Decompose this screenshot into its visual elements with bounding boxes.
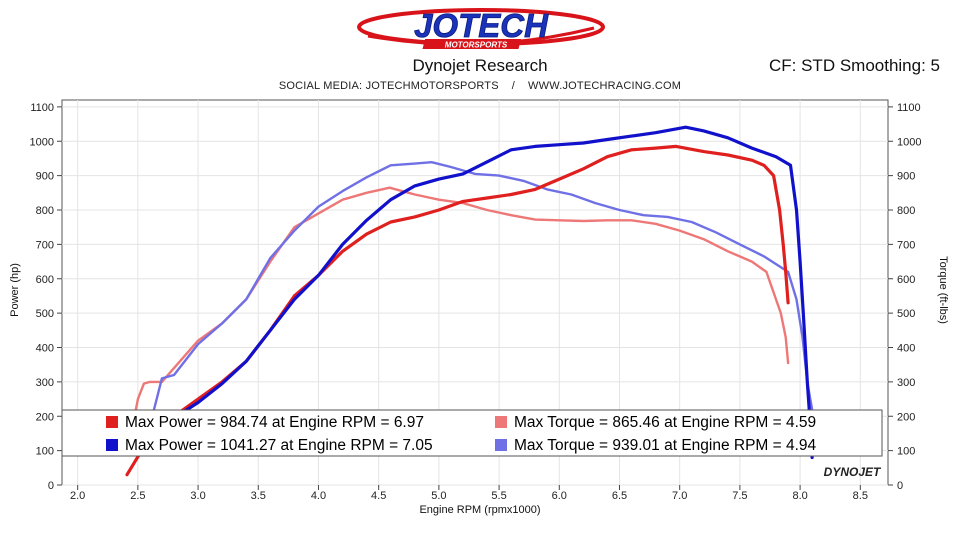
x-tick-label: 6.0: [552, 490, 567, 502]
series-line: [130, 186, 790, 432]
left-y-axis-label: Power (hp): [9, 263, 21, 317]
left-y-tick-label: 500: [36, 308, 54, 320]
left-y-tick-label: 300: [36, 377, 54, 389]
x-tick-label: 7.5: [732, 490, 747, 502]
x-tick-label: 5.0: [431, 490, 446, 502]
right-y-tick-label: 0: [897, 480, 903, 492]
legend-entry: Max Power = 984.74 at Engine RPM = 6.97: [125, 414, 424, 431]
x-tick-label: 3.5: [251, 490, 266, 502]
legend-box: Max Power = 984.74 at Engine RPM = 6.97 M…: [61, 409, 883, 457]
left-y-tick-label: 700: [36, 239, 54, 251]
x-tick-label: 5.5: [491, 490, 506, 502]
x-axis-label: Engine RPM (rpmx1000): [419, 504, 540, 516]
x-tick-label: 6.5: [612, 490, 627, 502]
right-y-tick-label: 600: [897, 274, 915, 286]
right-y-tick-label: 1000: [897, 136, 921, 148]
chart-title: Dynojet Research: [412, 56, 548, 75]
legend-frame: [61, 409, 883, 457]
x-tick-label: 7.0: [672, 490, 687, 502]
dynojet-watermark: DYNOJET: [824, 465, 882, 479]
legend-entry: Max Torque = 939.01 at Engine RPM = 4.94: [514, 437, 817, 454]
series-lines: [125, 125, 814, 477]
right-y-tick-label: 700: [897, 239, 915, 251]
x-axis-ticks: 2.0 2.5 3.0 3.5 4.0 4.5 5.0 5.5 6.0 6.5 7.0 7.5 8.0 8…: [70, 485, 868, 502]
right-y-tick-label: 800: [897, 205, 915, 217]
legend-swatch: [106, 416, 118, 428]
legend-swatch: [495, 416, 507, 428]
logo-subtext: MOTORSPORTS: [445, 41, 508, 50]
x-tick-label: 4.0: [311, 490, 326, 502]
series-line: [151, 161, 814, 418]
x-tick-label: 4.5: [371, 490, 386, 502]
x-tick-label: 8.0: [792, 490, 807, 502]
legend-entry: Max Torque = 865.46 at Engine RPM = 4.59: [514, 414, 816, 431]
x-tick-label: 2.5: [130, 490, 145, 502]
right-y-tick-label: 100: [897, 446, 915, 458]
right-y-tick-label: 1100: [897, 102, 921, 114]
legend-swatch: [106, 439, 118, 451]
x-tick-label: 3.0: [190, 490, 205, 502]
left-y-tick-label: 800: [36, 205, 54, 217]
right-y-tick-label: 500: [897, 308, 915, 320]
logo-wordmark: JOTECH: [414, 7, 549, 44]
series-line: [150, 125, 814, 460]
right-y-tick-label: 300: [897, 377, 915, 389]
left-y-tick-label: 1100: [30, 102, 54, 114]
left-y-tick-label: 900: [36, 171, 54, 183]
right-y-tick-label: 900: [897, 171, 915, 183]
right-y-tick-label: 400: [897, 343, 915, 355]
x-tick-label: 2.0: [70, 490, 85, 502]
social-media-line: SOCIAL MEDIA: JOTECHMOTORSPORTS / WWW.JO…: [278, 80, 682, 92]
jotech-logo: JOTECH MOTORSPORTS: [357, 7, 605, 50]
left-y-tick-label: 400: [36, 343, 54, 355]
left-y-axis-ticks: 0 100 200 300 400 500 600 700 800 900 1000 1100: [30, 102, 62, 492]
legend-entry: Max Power = 1041.27 at Engine RPM = 7.05: [125, 437, 433, 454]
right-y-axis-ticks: 0 100 200 300 400 500 600 700 800 900 1000 1100: [888, 102, 921, 492]
left-y-tick-label: 600: [36, 274, 54, 286]
left-y-tick-label: 0: [48, 480, 54, 492]
right-y-axis-label: Torque (ft-lbs): [937, 256, 949, 324]
right-y-tick-label: 200: [897, 411, 915, 423]
left-y-tick-label: 200: [36, 411, 54, 423]
correction-factor-label: CF: STD Smoothing: 5: [768, 56, 940, 75]
watermark-text: DYNOJET: [824, 465, 882, 479]
legend-swatch: [495, 439, 507, 451]
left-y-tick-label: 100: [36, 446, 54, 458]
x-tick-label: 8.5: [853, 490, 868, 502]
left-y-tick-label: 1000: [30, 136, 54, 148]
